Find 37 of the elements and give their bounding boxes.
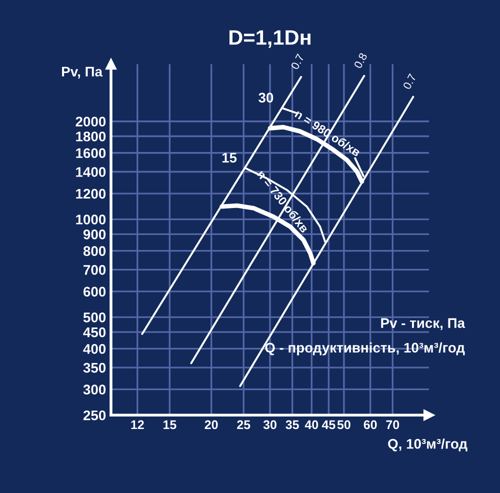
y-tick-label: 900 (83, 229, 106, 240)
y-axis-title: Pv, Па (62, 66, 103, 79)
series-label: 15 (222, 152, 237, 163)
y-tick-label: 500 (83, 312, 106, 322)
y-tick-label: 1200 (76, 188, 106, 199)
series-label: 30 (258, 92, 274, 103)
y-tick-label: 250 (83, 410, 106, 420)
x-tick-label: 25 (237, 420, 250, 430)
y-tick-label: 2000 (76, 116, 106, 127)
y-tick-label: 800 (83, 246, 106, 256)
y-tick-label: 400 (83, 344, 106, 354)
y-tick-label: 600 (83, 286, 106, 297)
y-tick-label: 1800 (76, 132, 106, 142)
x-tick-label: 50 (337, 420, 350, 430)
x-tick-label: 70 (386, 420, 400, 430)
y-tick-label: 1600 (76, 148, 106, 158)
y-tick-label: 350 (83, 362, 106, 373)
x-tick-label: 45 (322, 420, 336, 430)
chart-title: D=1,1Dн (229, 30, 310, 48)
x-tick-label: 20 (204, 420, 218, 430)
annotation: Pv - тиск, Па (381, 318, 466, 330)
text: 0.8 (354, 52, 368, 69)
y-tick-label: 1000 (76, 214, 106, 224)
annotation: Q - продуктивність, 10³м³/год (265, 342, 465, 356)
x-tick-label: 12 (131, 420, 144, 430)
y-tick-label: 1400 (76, 167, 106, 177)
y-tick-label: 700 (84, 264, 106, 275)
text: 0.7 (290, 53, 304, 70)
x-axis-title: Q, 10³м³/год (388, 438, 468, 452)
x-tick-label: 60 (364, 420, 377, 430)
x-tick-label: 15 (164, 420, 176, 430)
text: 0.7 (402, 73, 416, 90)
x-tick-label: 35 (286, 420, 299, 430)
y-tick-label: 450 (83, 327, 106, 338)
x-tick-label: 40 (304, 420, 318, 430)
y-tick-label: 300 (83, 384, 106, 395)
x-tick-label: 30 (263, 420, 276, 430)
